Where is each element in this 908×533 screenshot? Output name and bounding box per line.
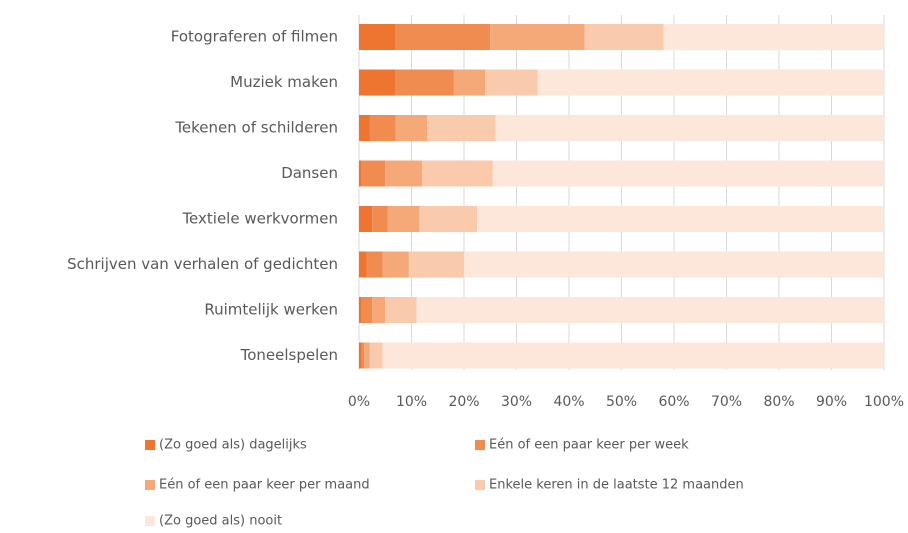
legend-swatch (475, 480, 485, 490)
legend-label: Eén of een paar keer per maand (159, 478, 370, 493)
category-label: Tekenen of schilderen (174, 119, 338, 137)
bar-segment (372, 206, 388, 232)
bar-segment (359, 251, 367, 278)
bar-segment (427, 115, 496, 141)
x-tick-label: 90% (816, 394, 847, 410)
category-label: Fotograferen of filmen (171, 28, 338, 46)
x-tick-label: 60% (658, 394, 689, 410)
legend-label: Eén of een paar keer per week (489, 438, 689, 453)
bar-segment (361, 297, 373, 323)
bar-segment (372, 297, 386, 323)
bar-segment (453, 69, 485, 96)
bar-segment (663, 24, 884, 50)
bar-segment (382, 342, 884, 369)
x-tick-label: 70% (711, 394, 742, 410)
bar-segment (382, 251, 409, 278)
category-label: Muziek maken (230, 73, 338, 91)
bar-segment (359, 115, 370, 141)
bar-segment (359, 160, 362, 187)
bar-segment (359, 24, 396, 50)
bar-segment (584, 24, 664, 50)
legend-swatch (145, 480, 155, 490)
bar-segment (395, 69, 454, 96)
bar-segment (385, 160, 422, 187)
legend-swatch (145, 440, 155, 450)
bar-segment (477, 206, 884, 232)
legend-swatch (475, 440, 485, 450)
legend-swatch (145, 516, 155, 526)
bar-segment (408, 251, 464, 278)
bar-segment (359, 206, 373, 232)
x-tick-label: 40% (553, 394, 584, 410)
bar-segment (490, 24, 585, 50)
bar-segment (369, 342, 383, 369)
bar-segment (359, 297, 362, 323)
bar-segment (537, 69, 884, 96)
x-tick-label: 100% (864, 394, 904, 410)
legend-label: (Zo goed als) nooit (159, 514, 282, 529)
legend-label: (Zo goed als) dagelijks (159, 438, 307, 453)
bar-segment (395, 115, 428, 141)
x-tick-label: 0% (348, 394, 370, 410)
category-label: Schrijven van verhalen of gedichten (67, 255, 338, 273)
bar-segment (464, 251, 884, 278)
category-label: Dansen (281, 164, 338, 182)
bar-segment (364, 342, 370, 369)
legend-label: Enkele keren in de laatste 12 maanden (489, 478, 744, 493)
bar-segment (366, 251, 383, 278)
bar-segment (422, 160, 493, 187)
bar-segment (361, 160, 386, 187)
x-tick-label: 50% (606, 394, 637, 410)
bar-segment (395, 24, 491, 50)
category-label: Ruimtelijk werken (204, 301, 338, 319)
x-tick-label: 20% (448, 394, 479, 410)
bar-segment (385, 297, 417, 323)
x-tick-label: 80% (763, 394, 794, 410)
bar-segment (361, 342, 365, 369)
x-tick-label: 30% (501, 394, 532, 410)
bar-segment (419, 206, 478, 232)
category-label: Toneelspelen (240, 346, 338, 364)
bar-segment (359, 69, 396, 96)
bar-segment (485, 69, 538, 96)
category-label: Textiele werkvormen (181, 210, 338, 228)
bar-segment (387, 206, 420, 232)
bar-segment (369, 115, 396, 141)
x-tick-label: 10% (396, 394, 427, 410)
bar-segment (359, 342, 362, 369)
bar-segment (495, 115, 884, 141)
bar-segment (416, 297, 884, 323)
bar-segment (492, 160, 884, 187)
